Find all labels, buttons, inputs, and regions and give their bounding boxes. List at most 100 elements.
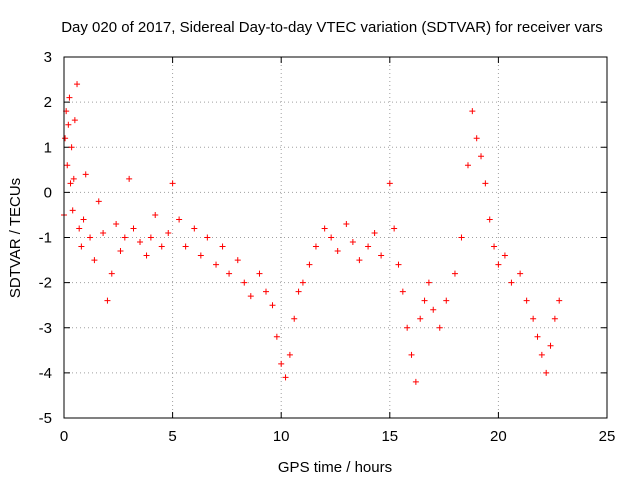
x-tick-label: 10 [273,428,290,445]
data-point [76,225,83,232]
data-point [421,297,428,304]
data-point [68,144,75,151]
data-point [425,279,432,286]
data-point [508,279,515,286]
data-point [486,216,493,223]
data-point [169,180,176,187]
data-point [62,135,69,142]
data-point [412,378,419,385]
data-point [547,342,554,349]
data-point [78,243,85,250]
data-point [491,243,498,250]
data-point [464,162,471,169]
data-point [80,216,87,223]
data-point [91,257,98,264]
data-point [443,297,450,304]
data-point [117,248,124,255]
data-point [451,270,458,277]
data-point [104,297,111,304]
data-point [543,369,550,376]
data-point [478,153,485,160]
data-point [197,252,204,259]
data-point [286,351,293,358]
y-tick-label: -3 [39,320,52,337]
data-point [64,162,71,169]
data-point [517,270,524,277]
data-point [404,324,411,331]
data-point [458,234,465,241]
grid-lines [64,57,607,418]
data-point [273,333,280,340]
data-point [386,180,393,187]
data-point [538,351,545,358]
data-point [408,351,415,358]
y-tick-label: 0 [44,184,52,201]
data-point [343,220,350,227]
data-point [334,248,341,255]
data-point [501,252,508,259]
data-point [291,315,298,322]
data-point [176,216,183,223]
data-point [226,270,233,277]
data-point [213,261,220,268]
data-point [534,333,541,340]
data-point [523,297,530,304]
data-point [399,288,406,295]
data-point [278,360,285,367]
plot-frame [63,56,608,419]
data-points [61,81,563,385]
data-point [69,207,76,214]
y-axis-label: SDTVAR / TECUs [7,178,24,298]
data-point [482,180,489,187]
data-point [530,315,537,322]
data-point [66,94,73,101]
data-point [152,211,159,218]
y-tick-label: 3 [44,49,52,66]
data-point [256,270,263,277]
data-point [143,252,150,259]
data-point [282,374,289,381]
data-point [147,234,154,241]
data-point [82,171,89,178]
data-point [87,234,94,241]
data-point [67,180,74,187]
data-point [126,175,133,182]
data-point [113,220,120,227]
data-point [473,135,480,142]
x-tick-label: 25 [599,428,616,445]
x-axis-label: GPS time / hours [278,459,392,476]
data-point [137,239,144,246]
x-tick-label: 5 [168,428,176,445]
y-tick-label: -1 [39,230,52,247]
data-point [165,229,172,236]
data-point [130,225,137,232]
data-point [365,243,372,250]
data-point [182,243,189,250]
data-point [321,225,328,232]
data-point [371,229,378,236]
data-point [391,225,398,232]
data-point [417,315,424,322]
data-point [551,315,558,322]
data-point [95,198,102,205]
data-point [70,175,77,182]
x-tick-label: 15 [381,428,398,445]
y-tick-label: -4 [39,365,52,382]
data-point [241,279,248,286]
data-point [312,243,319,250]
data-point [247,293,254,300]
data-point [349,239,356,246]
data-point [495,261,502,268]
y-tick-label: 1 [44,139,52,156]
data-point [204,234,211,241]
data-point [262,288,269,295]
data-point [71,117,78,124]
data-point [234,257,241,264]
data-point [356,257,363,264]
data-point [469,108,476,115]
data-point [65,121,72,128]
data-point [430,306,437,313]
x-tick-label: 0 [60,428,68,445]
